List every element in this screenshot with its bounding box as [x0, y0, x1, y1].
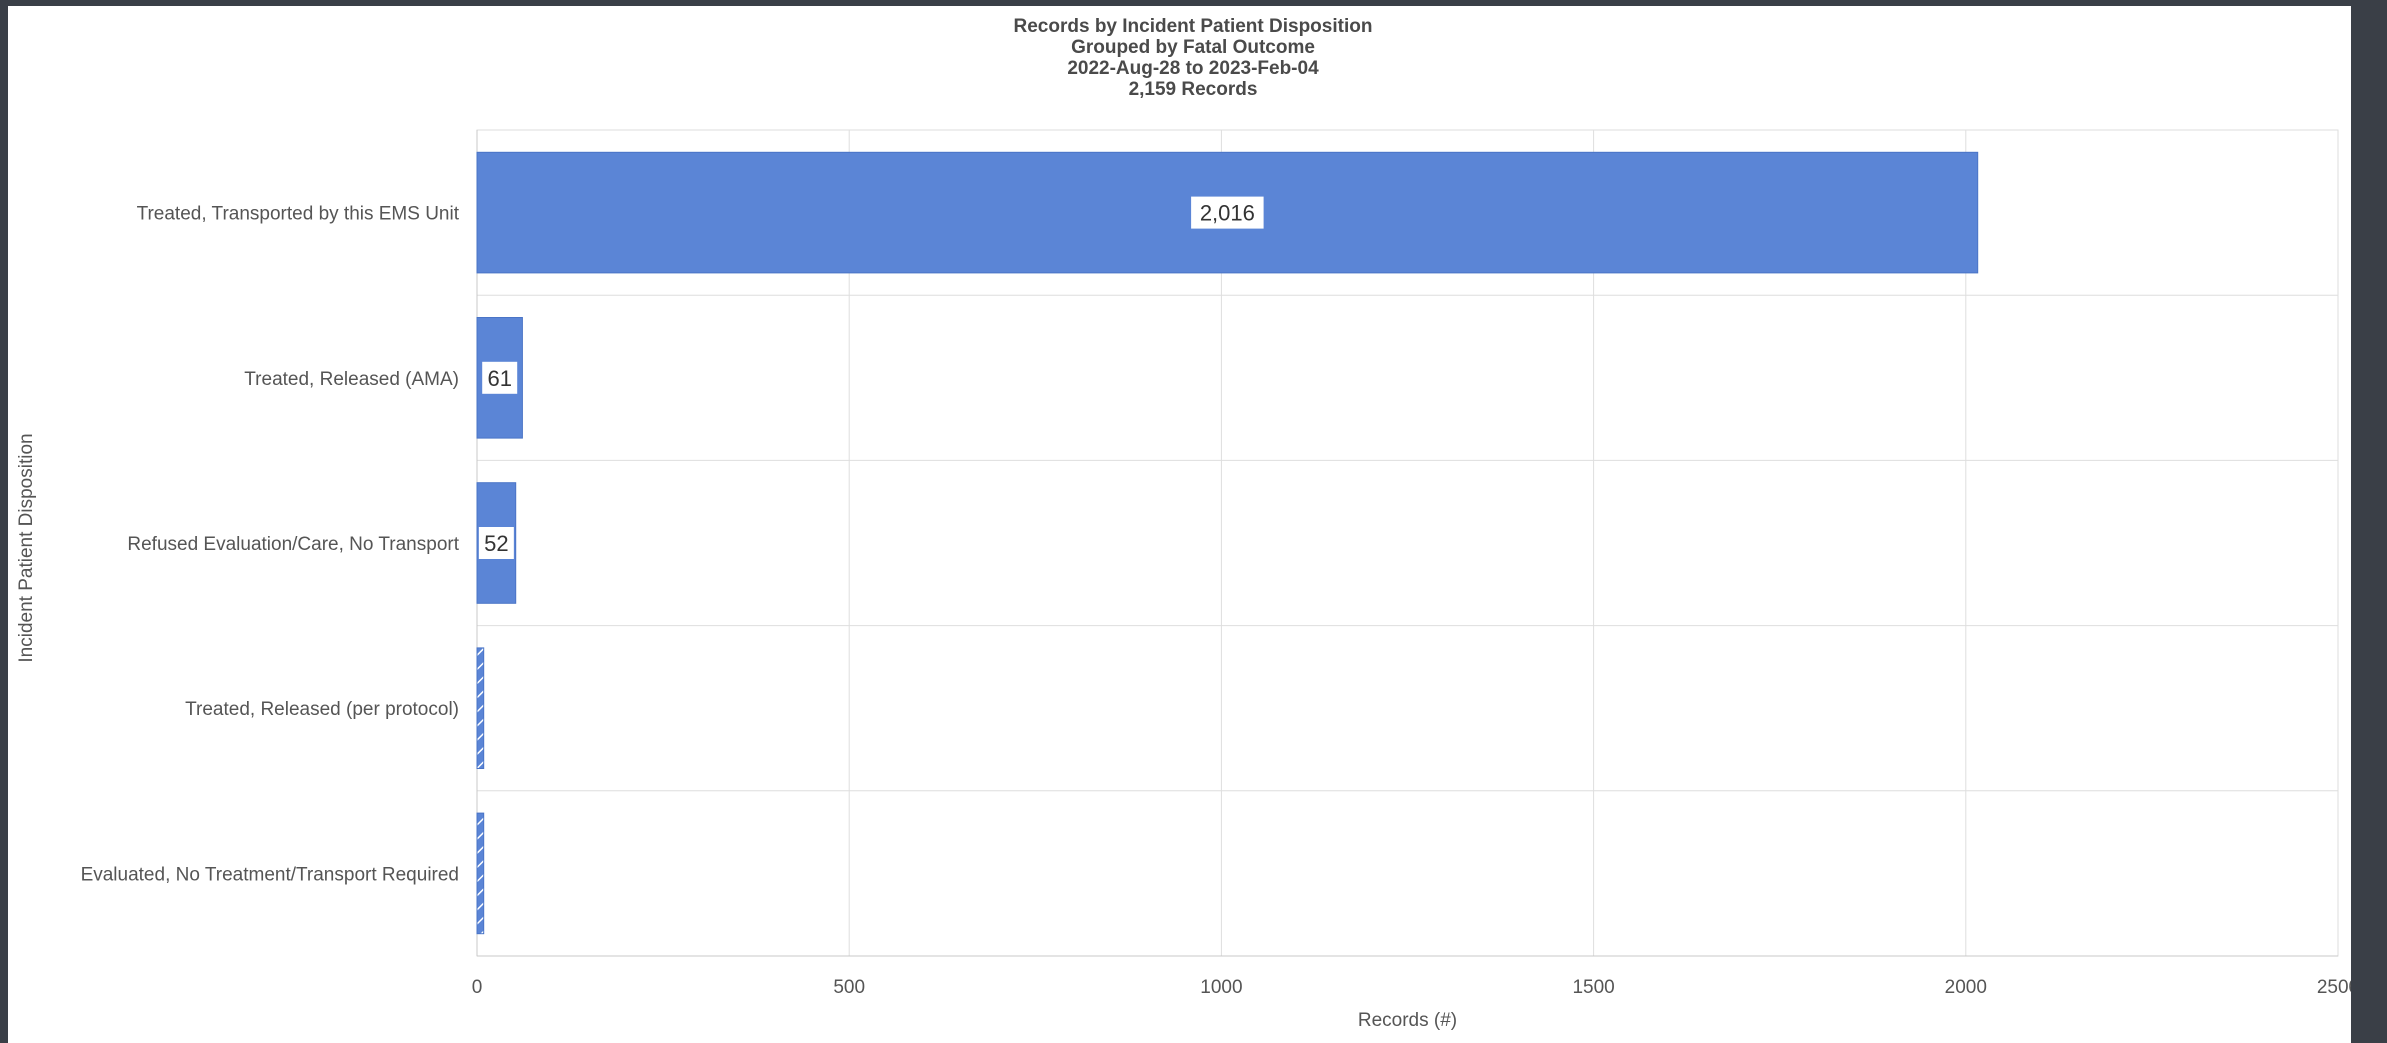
- x-tick-labels: 0 500 1000 1500 2000 2500: [472, 977, 2351, 998]
- chart-title: Records by Incident Patient DispositionG…: [1014, 16, 1373, 100]
- data-label-1: 61: [482, 361, 518, 394]
- title-line-3: 2,159 Records: [1129, 79, 1258, 100]
- title-line-2: 2022-Aug-28 to 2023-Feb-04: [1067, 58, 1319, 79]
- category-label-2: Refused Evaluation/Care, No Transport: [127, 534, 459, 555]
- y-axis-title: Incident Patient Disposition: [16, 433, 37, 662]
- chart-frame: Records by Incident Patient Disposition G…: [8, 6, 2351, 1043]
- category-labels: Treated, Transported by this EMS Unit Tre…: [81, 204, 460, 886]
- data-label-text-1: 61: [487, 366, 511, 391]
- x-tick-label-5: 2500: [2317, 977, 2351, 998]
- data-labels: 2,016 61 52: [478, 196, 1264, 559]
- category-label-4: Evaluated, No Treatment/Transport Requir…: [81, 864, 459, 885]
- title-line-1: Grouped by Fatal Outcome: [1071, 37, 1315, 58]
- data-label-text-0: 2,016: [1200, 201, 1255, 226]
- bar-chart: Records by Incident Patient DispositionG…: [16, 16, 2351, 1031]
- data-label-box-0: [1191, 196, 1264, 229]
- data-label-box-1: [482, 361, 518, 394]
- bar-4: [476, 812, 485, 935]
- x-tick-label-2: 1000: [1200, 977, 1242, 998]
- x-axis-title: Records (#): [1358, 1010, 1457, 1031]
- category-label-0: Treated, Transported by this EMS Unit: [137, 204, 460, 225]
- x-tick-label-4: 2000: [1945, 977, 1987, 998]
- data-label-0: 2,016: [1191, 196, 1264, 229]
- bar-3: [476, 647, 485, 769]
- x-tick-label-3: 1500: [1572, 977, 1614, 998]
- title-line-0: Records by Incident Patient Disposition: [1014, 16, 1373, 37]
- data-label-2: 52: [478, 527, 514, 559]
- category-label-1: Treated, Released (AMA): [244, 369, 459, 390]
- data-label-box-2: [478, 527, 514, 559]
- x-tick-label-0: 0: [472, 977, 483, 998]
- category-label-3: Treated, Released (per protocol): [185, 699, 459, 720]
- bars: [476, 151, 1979, 935]
- data-label-text-2: 52: [484, 531, 508, 556]
- x-tick-label-1: 500: [833, 977, 865, 998]
